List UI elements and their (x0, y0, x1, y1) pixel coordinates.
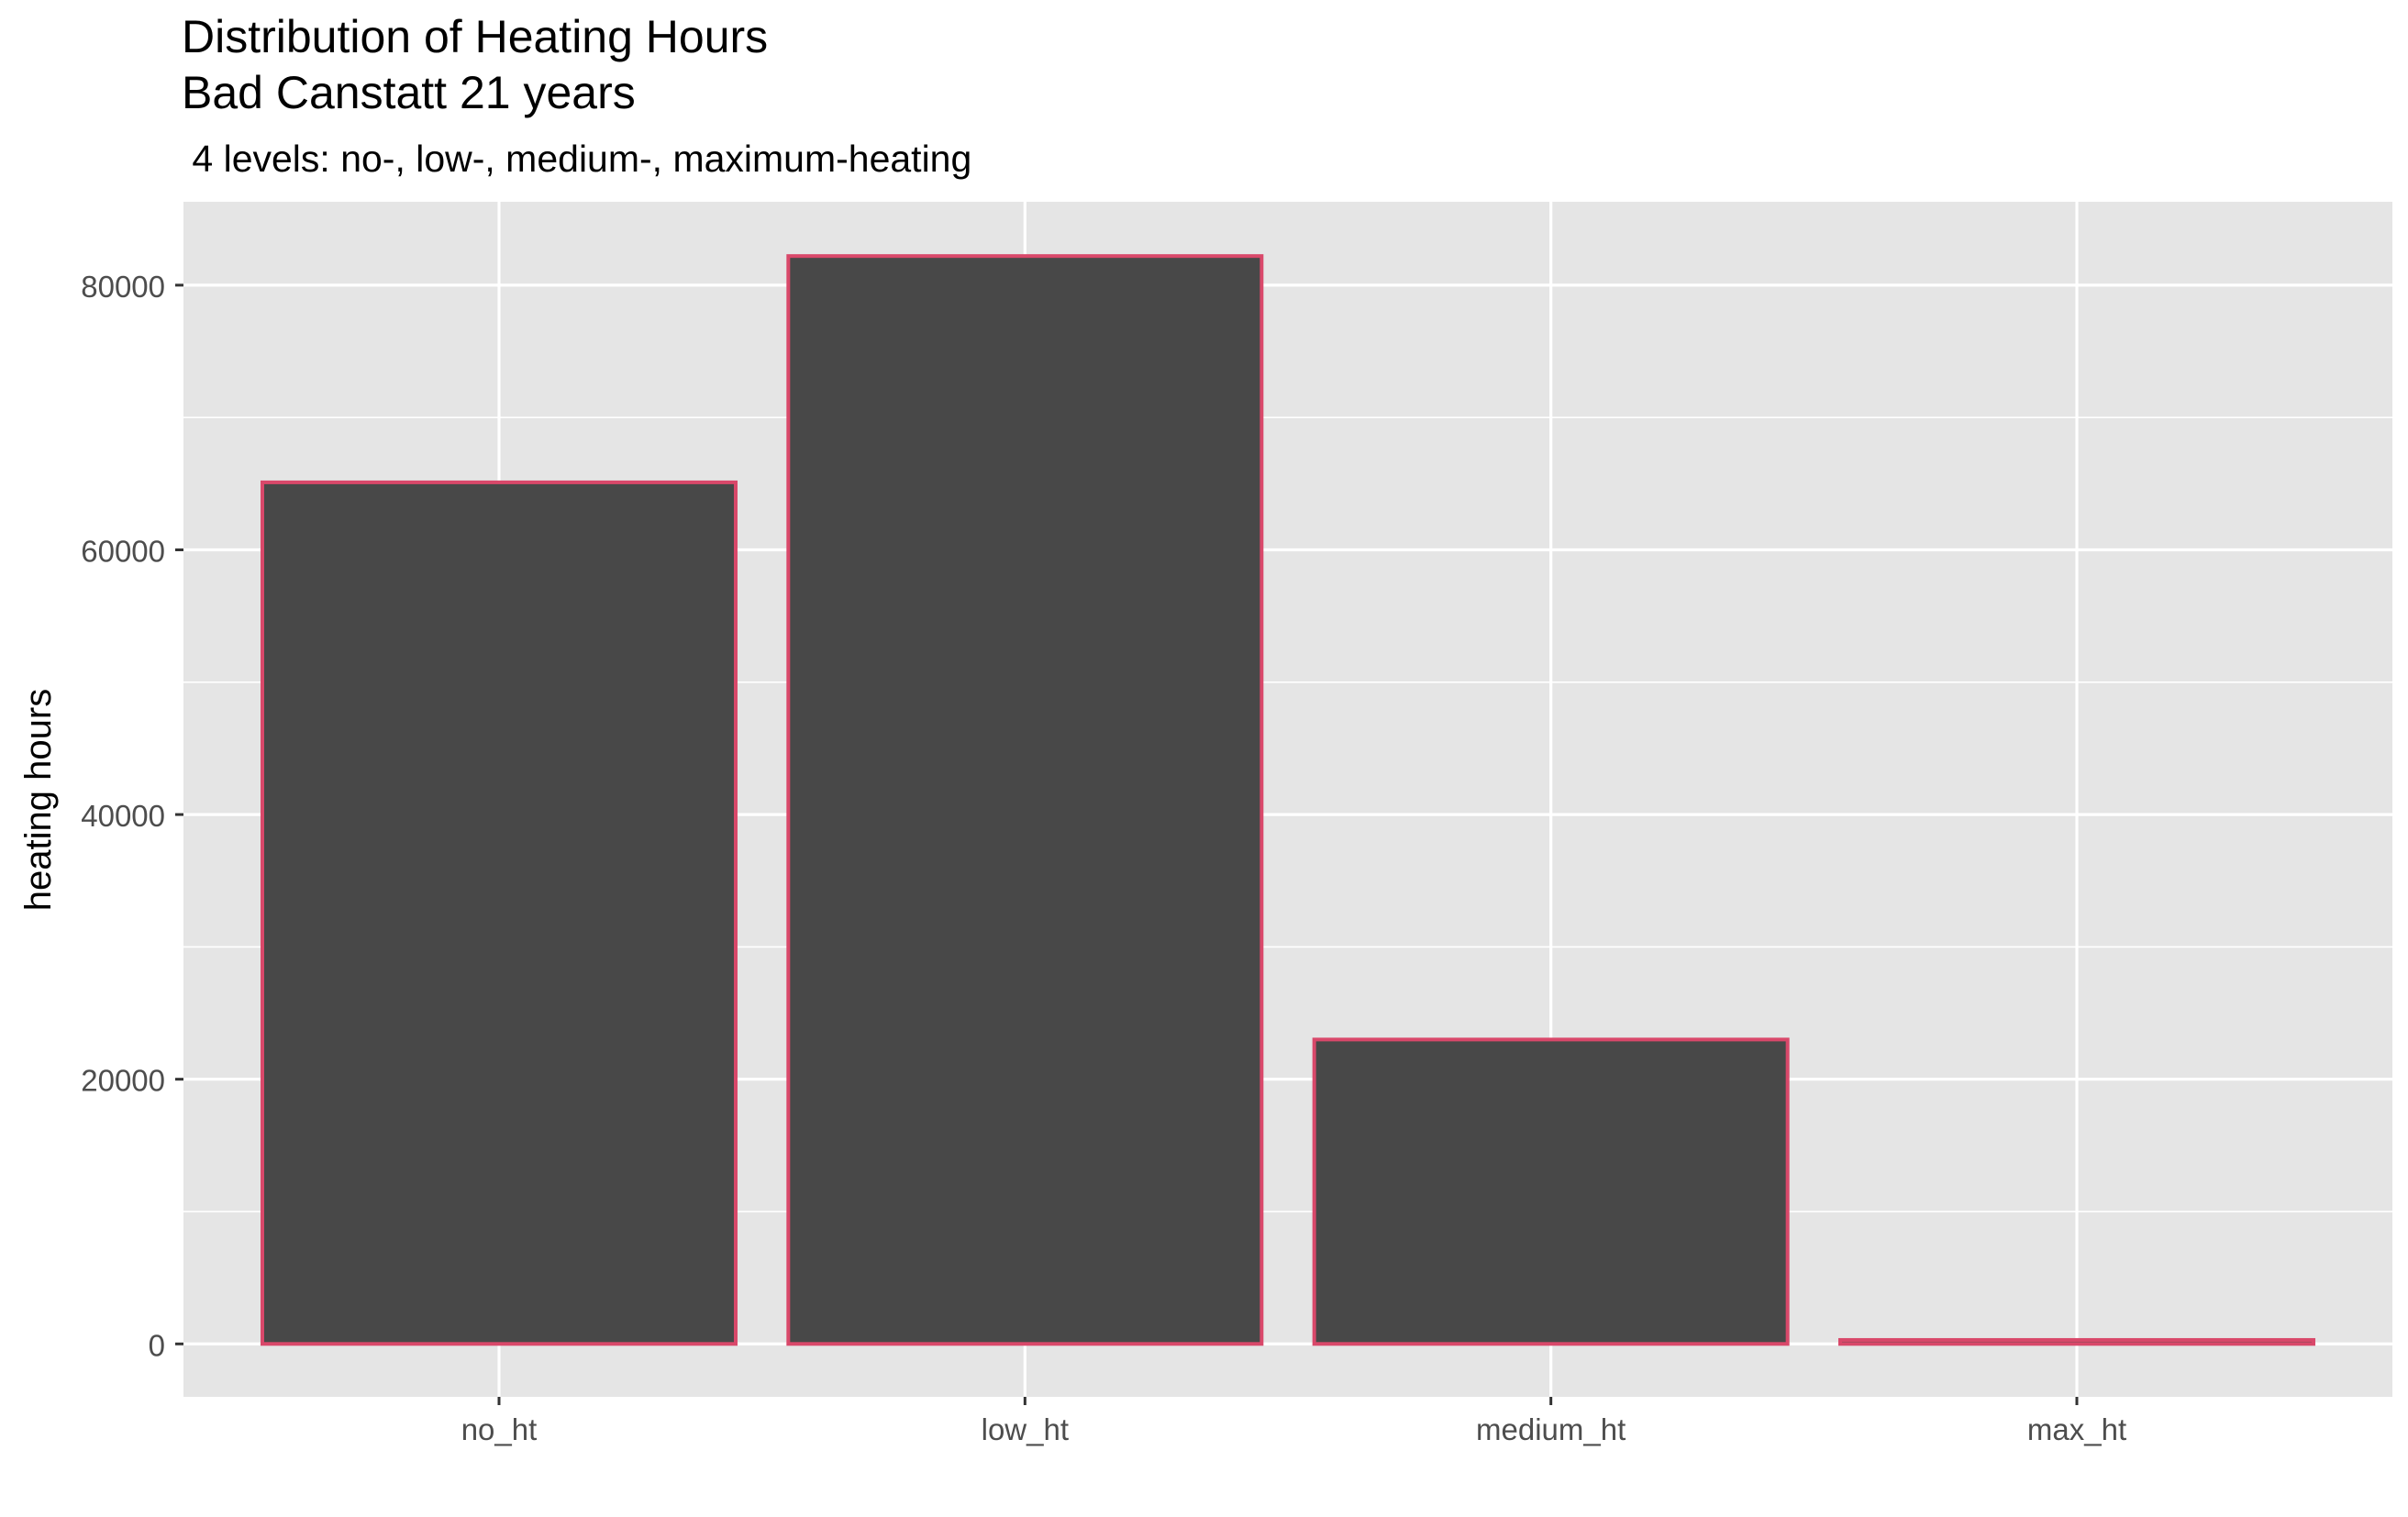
y-axis: 0 20000 40000 60000 80000 (81, 270, 183, 1362)
y-tick-label: 20000 (81, 1064, 165, 1098)
x-tick-label: low_ht (982, 1412, 1069, 1446)
bar-medium_ht (1312, 1037, 1790, 1346)
y-axis-title: heating hours (18, 689, 59, 911)
chart-title-line2: Bad Canstatt 21 years (182, 67, 636, 118)
y-tick-label: 0 (149, 1328, 165, 1362)
bar-low_ht (786, 254, 1264, 1346)
y-tick-label: 80000 (81, 270, 165, 304)
bar-max_ht (1838, 1337, 2315, 1346)
x-tick-label: max_ht (2027, 1412, 2126, 1446)
chart-subtitle: 4 levels: no-, low-, medium-, maximum-he… (182, 138, 971, 180)
x-tick-label: medium_ht (1476, 1412, 1626, 1446)
y-tick-label: 40000 (81, 799, 165, 833)
x-axis: no_ht low_ht medium_ht max_ht (461, 1397, 2126, 1446)
x-tick-label: no_ht (461, 1412, 538, 1446)
y-tick-label: 60000 (81, 535, 165, 569)
bar-no_ht (261, 480, 738, 1346)
bars (261, 254, 2315, 1346)
chart-title: Distribution of Heating Hours (182, 11, 768, 62)
